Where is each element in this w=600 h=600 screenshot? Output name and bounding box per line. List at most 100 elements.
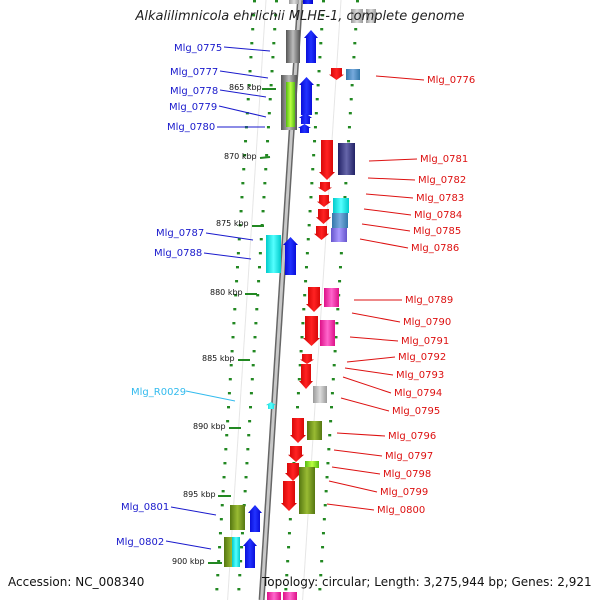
outer-right-tick <box>319 574 323 577</box>
inner-left-tick <box>266 140 270 143</box>
label-leader-line <box>205 232 254 241</box>
gene-bar <box>313 386 327 403</box>
outer-right-tick <box>330 392 334 395</box>
outer-right-tick <box>331 378 335 381</box>
inner-left-tick <box>271 56 275 59</box>
label-leader-line <box>203 252 252 260</box>
inner-left-tick <box>240 532 244 535</box>
gene-label: Mlg_0786 <box>411 243 459 254</box>
gene-label: Mlg_0798 <box>383 469 431 480</box>
inner-right-tick <box>320 28 324 31</box>
inner-right-tick <box>307 224 311 227</box>
inner-right-tick <box>302 308 306 311</box>
gene-label: Mlg_0775 <box>174 43 222 54</box>
inner-right-tick <box>300 336 304 339</box>
gene-arrow <box>314 226 329 240</box>
label-leader-line <box>326 503 375 511</box>
kbp-tick-label: 880 kbp <box>210 288 243 297</box>
outer-left-tick <box>221 490 225 493</box>
gene-label: Mlg_0784 <box>414 210 462 221</box>
outer-left-tick <box>232 322 236 325</box>
inner-left-tick <box>267 112 271 115</box>
label-leader-line <box>367 177 416 181</box>
gene-bar <box>230 505 245 530</box>
map-title: Alkalilimnicola ehrlichii MLHE-1, comple… <box>135 9 465 24</box>
inner-left-tick <box>237 588 241 591</box>
label-leader-line <box>346 356 396 363</box>
outer-right-tick <box>338 266 342 269</box>
gene-label: Mlg_0800 <box>377 505 425 516</box>
inner-left-tick <box>244 476 248 479</box>
gene-arrow <box>304 30 318 63</box>
gene-label: Mlg_0796 <box>388 431 436 442</box>
gene-label: Mlg_0789 <box>405 295 453 306</box>
outer-right-tick <box>336 308 340 311</box>
inner-left-tick <box>249 406 253 409</box>
inner-left-tick <box>272 42 276 45</box>
outer-left-tick <box>227 406 231 409</box>
inner-left-tick <box>255 308 259 311</box>
outer-left-tick <box>240 196 244 199</box>
outer-left-tick <box>225 434 229 437</box>
outer-left-tick <box>219 518 223 521</box>
gene-bar <box>303 0 313 4</box>
inner-right-tick <box>304 280 308 283</box>
inner-right-tick <box>301 322 305 325</box>
gene-arrow <box>288 446 304 462</box>
gene-label: Mlg_0780 <box>167 122 215 133</box>
kbp-tick-label: 900 kbp <box>172 557 205 566</box>
inner-left-tick <box>246 448 250 451</box>
inner-left-tick <box>263 182 267 185</box>
inner-right-tick <box>317 70 321 73</box>
inner-left-tick <box>239 560 243 563</box>
inner-left-tick <box>252 350 256 353</box>
inner-right-tick <box>285 574 289 577</box>
inner-right-tick <box>316 84 320 87</box>
gene-bar <box>331 228 347 242</box>
inner-right-tick <box>310 182 314 185</box>
outer-left-tick <box>218 532 222 535</box>
gene-bar <box>267 592 281 600</box>
inner-left-tick <box>258 252 262 255</box>
inner-right-tick <box>306 238 310 241</box>
inner-right-tick <box>318 56 322 59</box>
outer-right-tick <box>347 140 351 143</box>
inner-right-tick <box>287 532 291 535</box>
outer-right-tick <box>324 490 328 493</box>
topology-text: Topology: circular; Length: 3,275,944 bp… <box>262 575 592 589</box>
label-leader-line <box>344 367 394 376</box>
gene-arrow <box>298 124 311 133</box>
outer-right-tick <box>350 84 354 87</box>
inner-left-tick <box>264 168 268 171</box>
gene-bar <box>346 69 360 80</box>
outer-left-tick <box>234 294 238 297</box>
inner-left-tick <box>240 546 244 549</box>
outer-right-tick <box>332 364 336 367</box>
outer-right-tick <box>348 112 352 115</box>
outer-left-tick <box>226 420 230 423</box>
inner-left-tick <box>250 378 254 381</box>
track-edge-left <box>227 0 267 600</box>
kbp-tick-label: 865 kbp <box>229 83 262 92</box>
gene-arrow <box>243 538 257 568</box>
gene-arrow <box>283 237 298 275</box>
outer-right-tick <box>356 0 359 3</box>
outer-left-tick <box>243 154 247 157</box>
kbp-tick-label: 895 kbp <box>183 490 216 499</box>
inner-left-tick <box>247 434 251 437</box>
inner-left-tick <box>257 280 261 283</box>
gene-arrow <box>299 77 314 115</box>
gene-bar <box>266 235 281 273</box>
outer-left-tick <box>218 546 222 549</box>
outer-left-tick <box>223 462 227 465</box>
gene-bar <box>283 592 297 600</box>
gene-label: Mlg_0788 <box>154 248 202 259</box>
outer-right-tick <box>344 182 348 185</box>
outer-left-tick <box>245 112 249 115</box>
outer-left-tick <box>227 392 231 395</box>
outer-right-tick <box>347 126 351 129</box>
outer-right-tick <box>353 42 357 45</box>
gene-bar <box>305 461 319 468</box>
kbp-tick-label: 870 kbp <box>224 152 257 161</box>
outer-right-tick <box>338 280 342 283</box>
